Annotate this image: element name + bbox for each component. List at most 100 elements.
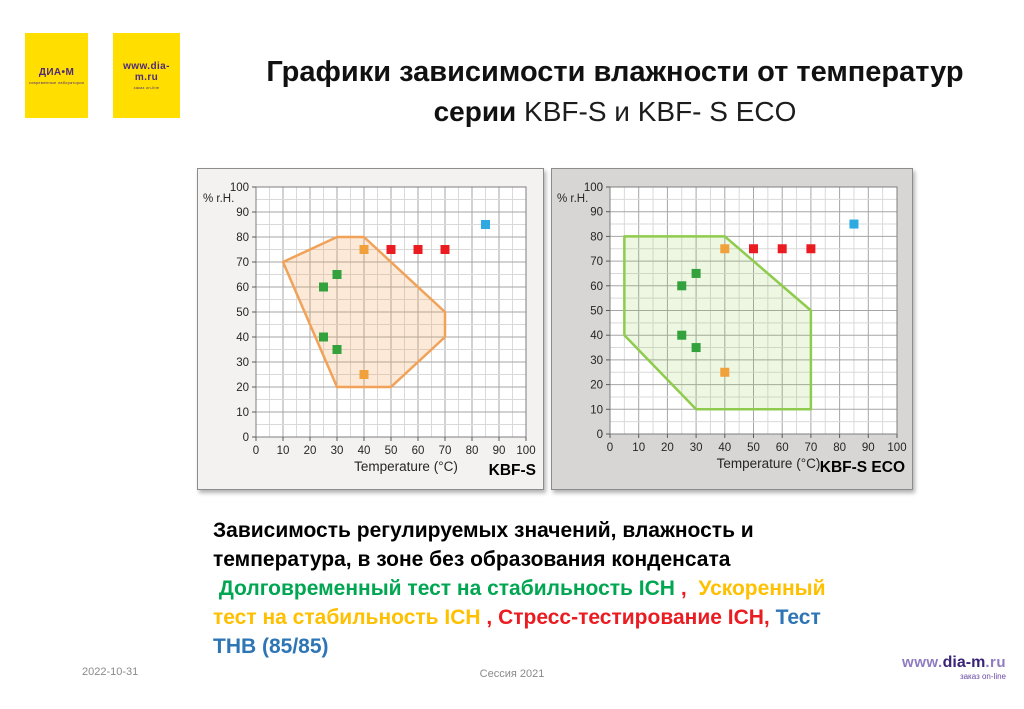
body-text-segment: Зависимость регулируемых значений, влажн…: [213, 519, 754, 542]
chart-name-label: KBF-S ECO: [820, 459, 905, 476]
x-tick-label: 30: [690, 442, 703, 454]
footer-date: 2022-10-31: [82, 666, 139, 678]
footer-diam-logo: www.dia-m.ru заказ on-line: [902, 655, 1006, 685]
body-text-segment: ,: [680, 577, 699, 600]
x-tick-label: 50: [385, 445, 398, 457]
y-tick-label: 50: [590, 306, 603, 318]
data-point: [749, 244, 758, 254]
x-tick-label: 100: [516, 445, 535, 457]
data-point: [319, 282, 328, 292]
y-tick-label: 90: [590, 207, 603, 219]
y-tick-label: 30: [590, 355, 603, 367]
body-text-segment: , Стресс-тестирование ICH,: [486, 606, 770, 629]
x-tick-label: 60: [776, 442, 789, 454]
data-point: [849, 219, 859, 229]
y-tick-label: 20: [236, 382, 249, 394]
data-point: [359, 370, 369, 379]
diam-url-logo: www.dia-m.ru заказ on-line: [113, 33, 180, 118]
diam-logo-tagline: современные лаборатории: [28, 79, 85, 85]
x-tick-label: 90: [862, 442, 875, 454]
y-tick-label: 0: [597, 429, 603, 441]
y-axis-title: % r.H.: [203, 193, 234, 205]
envelope-polygon-operating-range: [623, 235, 813, 411]
x-tick-label: 100: [887, 442, 906, 454]
data-point: [806, 244, 816, 254]
x-tick-label: 70: [439, 445, 452, 457]
y-tick-label: 50: [236, 307, 249, 319]
body-text-line: Долговременный тест на стабильность ICH …: [213, 574, 908, 603]
body-text-segment: THB (85/85): [213, 635, 329, 658]
x-tick-label: 20: [661, 442, 674, 454]
chart-svg-kbf-s: 00 10 10 20 20 30 30 40 40 50 50 60 60 70 70 80 80 90 90 10…: [203, 182, 536, 479]
body-text-line: THB (85/85): [213, 632, 908, 661]
x-tick-label: 80: [833, 442, 846, 454]
kbf-s-eco-chart: 0 0 10 10 20 20 30 30 40 40 50 50 60 60 70 70 80 80 90 90 10…: [551, 168, 913, 490]
footer-logo-ru: .ru: [985, 654, 1006, 671]
x-tick-label: 10: [277, 445, 290, 457]
data-point: [332, 345, 342, 354]
body-text-segment: Долговременный тест на стабильность ICH: [213, 577, 681, 600]
x-tick-label: 0: [607, 442, 613, 454]
data-point: [691, 343, 701, 353]
data-point: [359, 245, 369, 254]
x-tick-label: 80: [466, 445, 479, 457]
footer-session: Сессия 2021: [479, 668, 545, 680]
data-point: [777, 244, 787, 254]
footer-logo-diam: dia-m: [942, 654, 986, 671]
x-tick-label: 70: [805, 442, 818, 454]
y-tick-label: 0: [243, 432, 249, 444]
data-point: [319, 332, 328, 342]
envelope-polygon-operating-range: [281, 235, 447, 389]
x-tick-label: 40: [358, 445, 371, 457]
data-point: [720, 367, 730, 377]
x-tick-label: 20: [304, 445, 317, 457]
body-text-segment: Ускоренный: [698, 577, 826, 600]
data-point: [720, 244, 730, 254]
chart-name-label: KBF-S: [489, 462, 536, 479]
y-tick-label: 80: [590, 231, 603, 243]
slide-title-models: KBF-S и KBF- S ECO: [516, 96, 797, 127]
y-tick-label: 30: [236, 357, 249, 369]
diam-url-tagline: заказ on-line: [133, 85, 160, 90]
data-point: [677, 330, 687, 340]
kbf-s-chart: 0 0 10 10 20 20 30 30 40 40 50 50 60 60 70 70 80 80 90 90 10…: [197, 168, 544, 490]
footer-logo-tagline: заказ on-line: [959, 672, 1006, 681]
y-tick-label: 70: [236, 257, 249, 269]
y-tick-label: 60: [236, 282, 249, 294]
x-tick-label: 10: [632, 442, 645, 454]
slide-title: Графики зависимости влажности от темпера…: [225, 52, 1005, 132]
x-axis-title: Temperature (°C): [354, 459, 458, 474]
y-tick-label: 40: [236, 332, 249, 344]
x-tick-label: 90: [493, 445, 506, 457]
y-tick-label: 100: [584, 182, 603, 194]
y-tick-label: 10: [590, 404, 603, 416]
footer-logo-www: www.: [902, 654, 943, 671]
x-tick-label: 0: [253, 445, 259, 457]
chart-svg-kbf-s-eco: 00 10 10 20 20 30 30 40 40 50 50 60 60 70 70 80 80 90 90 10…: [557, 182, 907, 476]
y-tick-label: 70: [590, 256, 603, 268]
diam-logo: ДИА•М современные лаборатории: [25, 33, 88, 118]
body-text-line: тест на стабильность ICH , Стресс-тестир…: [213, 603, 908, 632]
y-tick-label: 60: [590, 281, 603, 293]
y-axis-title: % r.H.: [557, 193, 588, 205]
body-text-segment: Тест: [769, 606, 821, 629]
body-text: Зависимость регулируемых значений, влажн…: [213, 516, 908, 661]
data-point: [481, 220, 490, 229]
data-point: [413, 245, 423, 254]
slide-title-series-word: серии: [433, 96, 517, 127]
diam-url-text: www.dia-m.ru: [123, 61, 170, 83]
slide-title-line1: Графики зависимости влажности от темпера…: [266, 56, 964, 88]
data-point: [332, 270, 342, 279]
diam-logo-text: ДИА•М: [38, 66, 75, 78]
data-point: [440, 245, 450, 254]
body-text-line: Зависимость регулируемых значений, влажн…: [213, 516, 908, 545]
y-tick-label: 80: [236, 232, 249, 244]
slide-title-line2: серии KBF-S и KBF- S ECO: [225, 92, 1005, 132]
body-text-segment: температура, в зоне без образования конд…: [213, 548, 731, 571]
x-tick-label: 40: [718, 442, 731, 454]
y-tick-label: 100: [230, 182, 249, 194]
y-tick-label: 40: [590, 330, 603, 342]
x-tick-label: 60: [412, 445, 425, 457]
y-tick-label: 10: [236, 407, 249, 419]
